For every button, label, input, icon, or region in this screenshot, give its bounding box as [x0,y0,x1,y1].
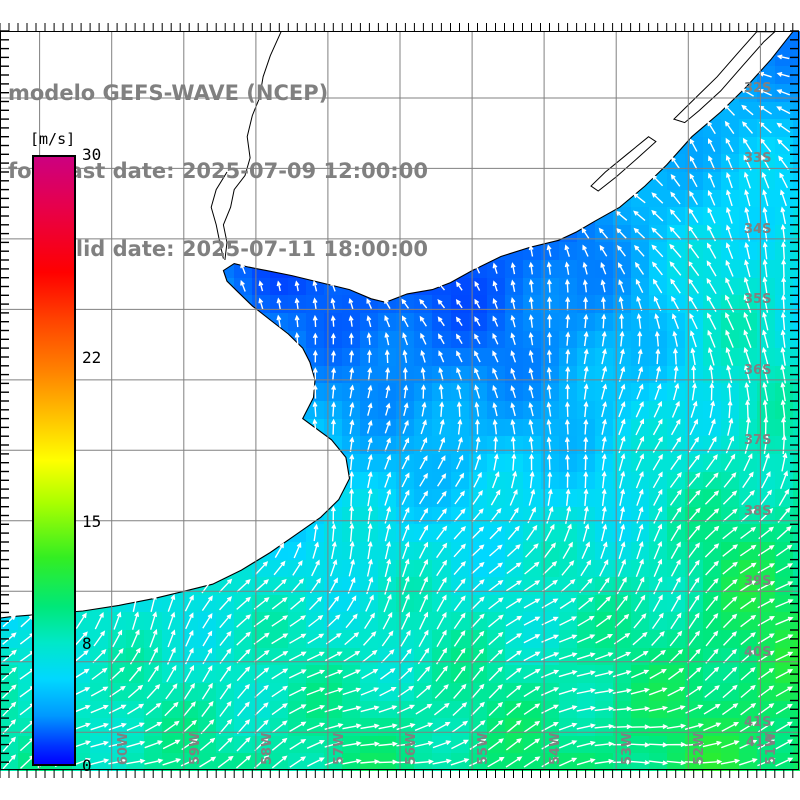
lon-tick-52W: 52W [692,732,707,765]
colorbar-tick-22: 22 [82,348,102,367]
lat-tick-32S: 32S [744,81,772,96]
lon-tick-56W: 56W [404,732,419,765]
lat-tick-39S: 39S [744,574,772,589]
colorbar-tick-15: 15 [82,512,102,531]
lat-tick-37S: 37S [744,433,772,448]
lat-tick-41S: 41S [744,715,772,730]
lon-tick-60W: 60W [116,732,131,765]
lon-tick-57W: 57W [332,732,347,765]
lat-tick-33S: 33S [744,151,772,166]
colorbar-tick-8: 8 [82,634,92,653]
corner-value: 413 [746,735,774,750]
colorbar-unit-label: [m/s] [30,130,76,148]
lon-tick-55W: 55W [476,732,491,765]
lon-tick-53W: 53W [620,732,635,765]
colorbar[interactable] [32,155,76,766]
colorbar-tick-30: 30 [82,145,102,164]
title-line-model: modelo GEFS-WAVE (NCEP) [8,81,329,105]
title-line-valid: valid date: 2025-07-11 18:00:00 [48,237,428,261]
lon-tick-59W: 59W [188,732,203,765]
lat-tick-34S: 34S [744,222,772,237]
lat-tick-38S: 38S [744,504,772,519]
title-line-forecast: forecast date: 2025-07-09 12:00:00 [8,159,428,183]
lon-tick-54W: 54W [548,732,563,765]
lon-tick-58W: 58W [260,732,275,765]
lat-tick-35S: 35S [744,292,772,307]
lat-tick-36S: 36S [744,363,772,378]
lat-tick-40S: 40S [744,645,772,660]
figure-title: modelo GEFS-WAVE (NCEP) forecast date: 2… [0,28,520,314]
colorbar-tick-0: 0 [82,756,92,775]
colorbar-gradient [32,155,76,766]
